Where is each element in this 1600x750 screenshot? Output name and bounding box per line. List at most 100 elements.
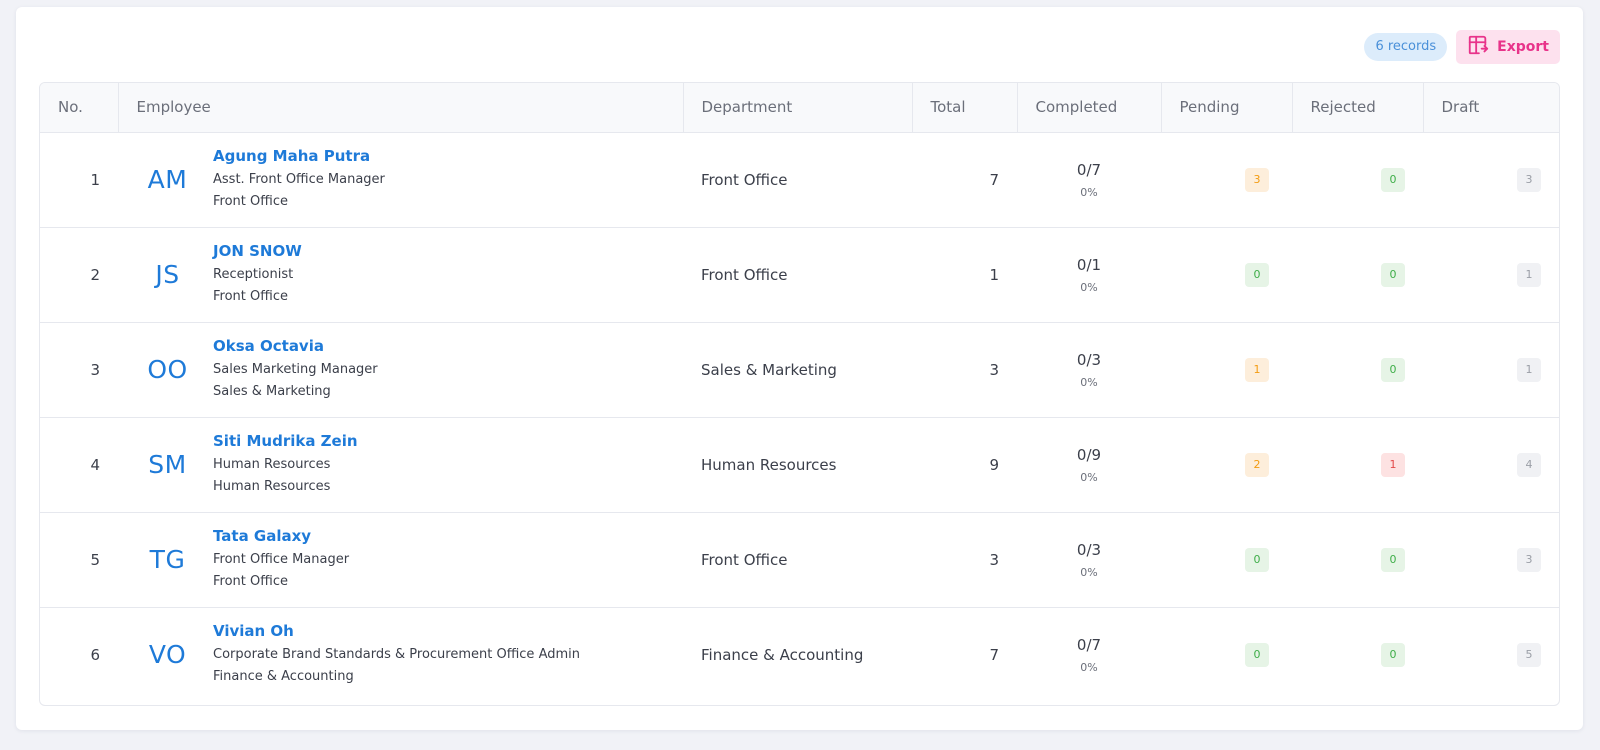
rejected-cell: 0 (1292, 607, 1423, 702)
pending-cell: 2 (1161, 417, 1292, 512)
employee-cell: JS JON SNOW Receptionist Front Office (118, 227, 683, 322)
table-row[interactable]: 2 JS JON SNOW Receptionist Front Office Front… (40, 227, 1559, 322)
draft-badge[interactable]: 3 (1517, 547, 1541, 572)
draft-badge[interactable]: 1 (1517, 357, 1541, 382)
table-row[interactable]: 1 AM Agung Maha Putra Asst. Front Office Ma… (40, 132, 1559, 227)
draft-badge[interactable]: 1 (1517, 262, 1541, 287)
draft-badge[interactable]: 4 (1517, 452, 1541, 477)
rejected-badge[interactable]: 0 (1381, 167, 1405, 192)
employee-unit: Front Office (213, 193, 288, 209)
table-export-icon (1467, 34, 1489, 60)
table-row[interactable]: 5 TG Tata Galaxy Front Office Manager Front … (40, 512, 1559, 607)
employee-name-link[interactable]: Oksa Octavia (213, 336, 324, 355)
draft-badge[interactable]: 3 (1517, 167, 1541, 192)
column-header-employee[interactable]: Employee (118, 83, 684, 133)
employee-name-link[interactable]: Agung Maha Putra (213, 146, 371, 165)
avatar: JS (155, 260, 180, 289)
employee-unit: Front Office (213, 288, 288, 304)
rejected-cell: 0 (1292, 132, 1423, 227)
draft-cell: 3 (1423, 132, 1559, 227)
rejected-badge[interactable]: 1 (1381, 452, 1405, 477)
rejected-badge[interactable]: 0 (1381, 262, 1405, 287)
column-header-pending[interactable]: Pending (1161, 83, 1293, 133)
employee-position: Asst. Front Office Manager (213, 171, 385, 187)
total-cell: 1 (989, 265, 999, 284)
employee-name-link[interactable]: JON SNOW (213, 241, 302, 260)
employee-position: Sales Marketing Manager (213, 361, 378, 377)
employee-unit: Finance & Accounting (213, 668, 354, 684)
avatar: VO (148, 640, 187, 670)
draft-cell: 3 (1423, 512, 1559, 607)
pending-cell: 0 (1161, 227, 1292, 322)
department-cell: Front Office (701, 170, 788, 189)
employee-table: No. Employee Department Total Completed … (39, 82, 1560, 706)
table-header-row: No. Employee Department Total Completed … (40, 83, 1559, 133)
column-header-rejected[interactable]: Rejected (1292, 83, 1424, 133)
employee-name-link[interactable]: Vivian Oh (213, 621, 294, 640)
employee-cell: OO Oksa Octavia Sales Marketing Manager Sal… (118, 322, 683, 417)
completed-cell: 0/1 0% (1017, 227, 1161, 322)
row-number: 2 (90, 265, 100, 284)
draft-cell: 1 (1423, 322, 1559, 417)
completed-cell: 0/7 0% (1017, 132, 1161, 227)
pending-badge[interactable]: 2 (1245, 452, 1269, 477)
rejected-cell: 1 (1292, 417, 1423, 512)
column-header-no[interactable]: No. (40, 83, 119, 133)
rejected-cell: 0 (1292, 227, 1423, 322)
department-cell: Human Resources (701, 455, 837, 474)
row-number: 3 (90, 360, 100, 379)
draft-badge[interactable]: 5 (1517, 642, 1541, 667)
records-count-badge: 6 records (1364, 33, 1448, 61)
department-cell: Front Office (701, 265, 788, 284)
rejected-cell: 0 (1292, 322, 1423, 417)
pending-cell: 3 (1161, 132, 1292, 227)
completed-percent: 0% (1080, 470, 1098, 484)
pending-cell: 0 (1161, 512, 1292, 607)
column-header-total[interactable]: Total (912, 83, 1018, 133)
column-header-department[interactable]: Department (683, 83, 913, 133)
completed-cell: 0/9 0% (1017, 417, 1161, 512)
total-cell: 3 (989, 550, 999, 569)
draft-cell: 4 (1423, 417, 1559, 512)
completed-percent: 0% (1080, 185, 1098, 199)
export-button[interactable]: Export (1456, 30, 1560, 64)
completed-fraction: 0/9 (1076, 445, 1102, 464)
completed-fraction: 0/7 (1076, 635, 1102, 654)
pending-badge[interactable]: 0 (1245, 547, 1269, 572)
employee-cell: VO Vivian Oh Corporate Brand Standards & P… (118, 607, 683, 702)
employee-position: Receptionist (213, 266, 294, 282)
table-row[interactable]: 6 VO Vivian Oh Corporate Brand Standards & … (40, 607, 1559, 702)
pending-badge[interactable]: 0 (1245, 262, 1269, 287)
employee-position: Human Resources (213, 456, 331, 472)
rejected-cell: 0 (1292, 512, 1423, 607)
completed-fraction: 0/3 (1076, 540, 1102, 559)
table-row[interactable]: 3 OO Oksa Octavia Sales Marketing Manager Sa… (40, 322, 1559, 417)
total-cell: 3 (989, 360, 999, 379)
row-number: 4 (90, 455, 100, 474)
department-cell: Finance & Accounting (701, 645, 864, 664)
employee-unit: Front Office (213, 573, 288, 589)
column-header-draft[interactable]: Draft (1423, 83, 1559, 133)
employee-name-link[interactable]: Tata Galaxy (213, 526, 312, 545)
rejected-badge[interactable]: 0 (1381, 642, 1405, 667)
pending-badge[interactable]: 0 (1245, 642, 1269, 667)
avatar: TG (149, 545, 186, 574)
employee-name-link[interactable]: Siti Mudrika Zein (213, 431, 358, 450)
avatar: SM (148, 450, 187, 479)
pending-badge[interactable]: 3 (1245, 167, 1269, 192)
employee-unit: Human Resources (213, 478, 331, 494)
pending-cell: 1 (1161, 322, 1292, 417)
rejected-badge[interactable]: 0 (1381, 547, 1405, 572)
employee-cell: SM Siti Mudrika Zein Human Resources Human … (118, 417, 683, 512)
rejected-badge[interactable]: 0 (1381, 357, 1405, 382)
draft-cell: 5 (1423, 607, 1559, 702)
total-cell: 7 (989, 170, 999, 189)
column-header-completed[interactable]: Completed (1017, 83, 1162, 133)
pending-badge[interactable]: 1 (1245, 357, 1269, 382)
employee-position: Corporate Brand Standards & Procurement … (213, 646, 580, 662)
completed-cell: 0/7 0% (1017, 607, 1161, 702)
completed-cell: 0/3 0% (1017, 512, 1161, 607)
completed-cell: 0/3 0% (1017, 322, 1161, 417)
completed-percent: 0% (1080, 565, 1098, 579)
table-row[interactable]: 4 SM Siti Mudrika Zein Human Resources Human… (40, 417, 1559, 512)
